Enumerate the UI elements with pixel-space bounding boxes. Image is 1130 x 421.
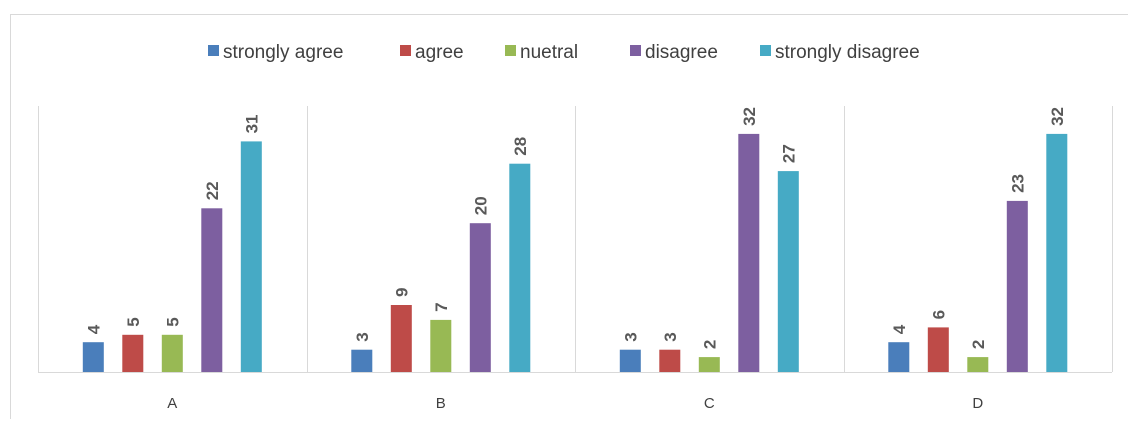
legend-swatch-strongly-disagree	[760, 45, 771, 56]
bar-a-disagree	[201, 208, 223, 372]
data-label-c-disagree: 32	[740, 107, 759, 126]
chart-frame	[10, 14, 1128, 419]
bar-b-strongly-disagree	[509, 163, 531, 372]
data-label-c-agree: 3	[661, 332, 680, 341]
bar-a-agree	[122, 334, 144, 372]
chart-bars	[82, 133, 1068, 372]
data-label-a-disagree: 22	[203, 181, 222, 200]
bar-a-nuetral	[161, 334, 183, 372]
bar-b-nuetral	[430, 319, 452, 372]
data-label-d-agree: 6	[929, 310, 948, 319]
data-label-c-strongly-agree: 3	[621, 332, 640, 341]
bar-b-disagree	[469, 223, 491, 372]
chart-axes: A B C D	[38, 106, 1113, 412]
data-label-d-strongly-disagree: 32	[1048, 107, 1067, 126]
data-label-b-nuetral: 7	[432, 302, 451, 311]
data-label-d-nuetral: 2	[969, 340, 988, 349]
legend-swatch-nuetral	[505, 45, 516, 56]
legend-label-agree: agree	[415, 42, 464, 63]
legend-swatch-strongly-agree	[208, 45, 219, 56]
bar-a-strongly-disagree	[240, 141, 262, 372]
bar-d-strongly-disagree	[1046, 133, 1068, 372]
bar-b-strongly-agree	[351, 349, 373, 372]
bar-d-disagree	[1006, 200, 1028, 372]
data-label-b-strongly-agree: 3	[353, 332, 372, 341]
category-label-d: D	[972, 395, 983, 412]
bar-c-agree	[659, 349, 681, 372]
data-label-b-strongly-disagree: 28	[511, 137, 530, 156]
bar-b-agree	[390, 305, 412, 372]
legend-label-strongly-agree: strongly agree	[223, 42, 343, 63]
bar-c-strongly-agree	[619, 349, 641, 372]
data-label-b-agree: 9	[392, 288, 411, 297]
category-label-c: C	[704, 395, 715, 412]
data-label-c-strongly-disagree: 27	[779, 144, 798, 163]
legend-label-nuetral: nuetral	[520, 42, 578, 63]
category-label-a: A	[167, 395, 177, 412]
bar-a-strongly-agree	[82, 342, 104, 372]
data-label-a-nuetral: 5	[163, 317, 182, 326]
data-label-a-strongly-disagree: 31	[242, 114, 261, 133]
data-label-d-strongly-agree: 4	[890, 324, 909, 334]
legend-label-disagree: disagree	[645, 42, 718, 63]
data-label-d-disagree: 23	[1008, 174, 1027, 193]
legend-swatch-disagree	[630, 45, 641, 56]
bar-d-strongly-agree	[888, 342, 910, 372]
legend-swatch-agree	[400, 45, 411, 56]
data-label-b-disagree: 20	[471, 196, 490, 215]
bar-d-nuetral	[967, 357, 989, 372]
bar-c-strongly-disagree	[777, 171, 799, 372]
bar-d-agree	[927, 327, 949, 372]
bar-c-disagree	[738, 133, 760, 372]
bar-c-nuetral	[698, 357, 720, 372]
data-label-c-nuetral: 2	[700, 340, 719, 349]
chart-legend: strongly agree agree nuetral disagree strong…	[208, 42, 920, 63]
legend-label-strongly-disagree: strongly disagree	[775, 42, 920, 63]
data-label-a-strongly-agree: 4	[84, 324, 103, 334]
category-label-b: B	[436, 395, 446, 412]
data-label-a-agree: 5	[124, 317, 143, 326]
